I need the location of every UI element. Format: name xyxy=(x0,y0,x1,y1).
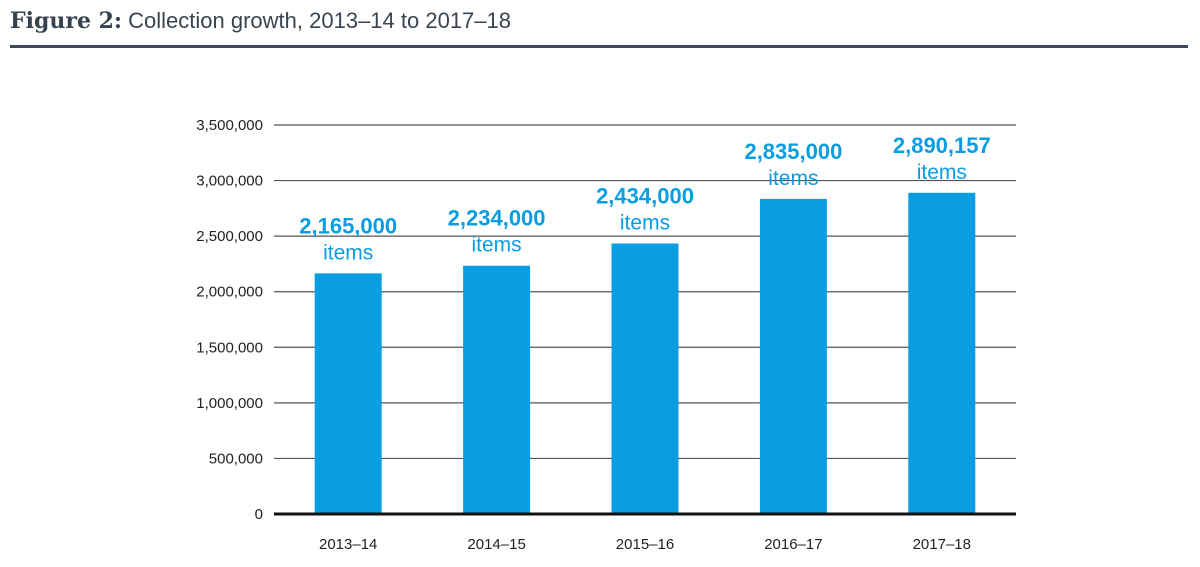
y-tick-label: 2,000,000 xyxy=(196,284,263,301)
bar-value-label: 2,835,000 xyxy=(744,139,842,164)
bar xyxy=(908,192,976,514)
x-tick-label: 2017–18 xyxy=(913,536,971,553)
y-tick-label: 3,500,000 xyxy=(196,117,263,134)
y-tick-label: 0 xyxy=(255,506,263,523)
bar-unit-label: items xyxy=(917,161,967,184)
bar-value-label: 2,434,000 xyxy=(596,183,694,208)
bar-value-label: 2,234,000 xyxy=(448,206,546,231)
figure-heading: Figure 2: Collection growth, 2013–14 to … xyxy=(10,8,511,34)
y-tick-label: 1,000,000 xyxy=(196,395,263,412)
figure-title: Collection growth, 2013–14 to 2017–18 xyxy=(128,8,511,33)
x-tick-label: 2016–17 xyxy=(764,536,822,553)
bar-value-label: 2,165,000 xyxy=(299,213,397,238)
bar-unit-label: items xyxy=(323,241,373,264)
header-rule xyxy=(10,45,1188,48)
bar xyxy=(463,265,531,514)
y-tick-label: 1,500,000 xyxy=(196,339,263,356)
bar xyxy=(314,273,382,514)
bar xyxy=(611,243,679,515)
x-tick-label: 2015–16 xyxy=(616,536,674,553)
bar-unit-label: items xyxy=(768,167,818,190)
bar-unit-label: items xyxy=(620,211,670,234)
figure-label: Figure 2: xyxy=(10,8,123,34)
y-tick-label: 3,000,000 xyxy=(196,173,263,190)
bar xyxy=(759,198,827,514)
x-tick-label: 2013–14 xyxy=(319,536,377,553)
bar-unit-label: items xyxy=(472,234,522,257)
x-tick-label: 2014–15 xyxy=(467,536,525,553)
y-tick-label: 2,500,000 xyxy=(196,228,263,245)
bar-value-label: 2,890,157 xyxy=(893,133,991,158)
y-tick-label: 500,000 xyxy=(209,450,263,467)
